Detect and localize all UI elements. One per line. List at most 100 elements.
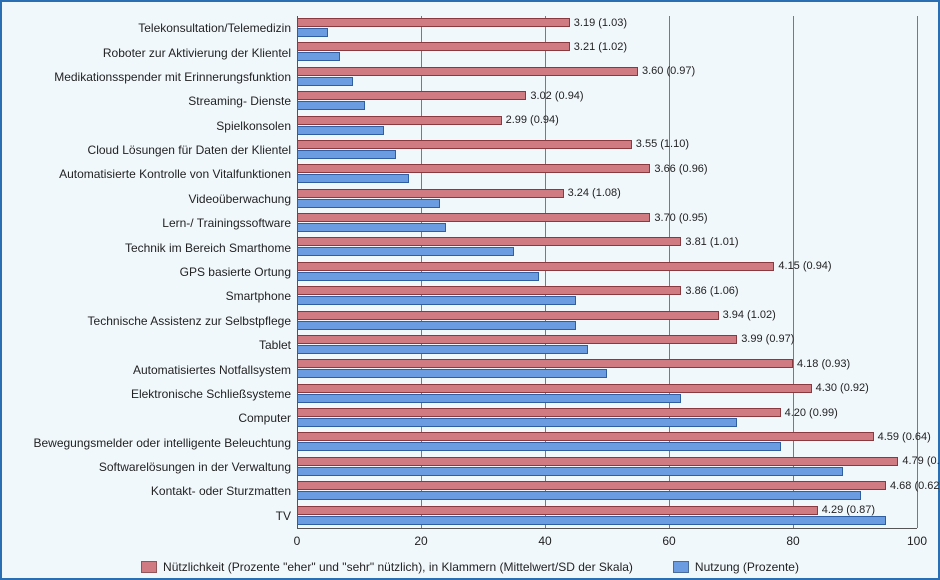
chart-row: Medikationsspender mit Erinnerungsfunkti… bbox=[297, 65, 917, 89]
chart-row: Tablet3.99 (0.97) bbox=[297, 333, 917, 357]
bar-utility bbox=[297, 408, 781, 417]
x-tick-label: 0 bbox=[294, 534, 301, 548]
bar-usage bbox=[297, 345, 588, 354]
x-tick-label: 40 bbox=[538, 534, 551, 548]
legend-label-usage: Nutzung (Prozente) bbox=[695, 560, 799, 574]
bar-usage bbox=[297, 442, 781, 451]
legend: Nützlichkeit (Prozente "eher" und "sehr"… bbox=[2, 560, 938, 574]
value-label: 3.66 (0.96) bbox=[654, 164, 707, 175]
chart-row: Technik im Bereich Smarthome3.81 (1.01) bbox=[297, 235, 917, 259]
value-label: 3.99 (0.97) bbox=[741, 334, 794, 345]
bar-usage bbox=[297, 101, 365, 110]
category-label: Roboter zur Aktivierung der Klientel bbox=[103, 47, 297, 59]
bar-utility bbox=[297, 189, 564, 198]
bar-usage bbox=[297, 418, 737, 427]
bar-usage bbox=[297, 28, 328, 37]
bar-usage bbox=[297, 321, 576, 330]
legend-swatch-usage bbox=[673, 561, 689, 573]
bar-usage bbox=[297, 199, 440, 208]
category-label: TV bbox=[276, 510, 297, 522]
category-label: Bewegungsmelder oder intelligente Beleuc… bbox=[33, 437, 297, 449]
legend-item-usage: Nutzung (Prozente) bbox=[673, 560, 799, 574]
legend-label-utility: Nützlichkeit (Prozente "eher" und "sehr"… bbox=[163, 560, 633, 574]
chart-row: Softwarelösungen in der Verwaltung4.79 (… bbox=[297, 455, 917, 479]
chart-row: Lern-/ Trainingssoftware3.70 (0.95) bbox=[297, 211, 917, 235]
value-label: 4.79 (0.53) bbox=[902, 456, 940, 467]
bar-utility bbox=[297, 506, 818, 515]
chart-row: GPS basierte Ortung4.15 (0.94) bbox=[297, 260, 917, 284]
bar-utility bbox=[297, 67, 638, 76]
bar-utility bbox=[297, 18, 570, 27]
category-label: Kontakt- oder Sturzmatten bbox=[151, 485, 297, 497]
chart-row: Smartphone3.86 (1.06) bbox=[297, 284, 917, 308]
chart-row: Computer4.20 (0.99) bbox=[297, 406, 917, 430]
category-label: Spielkonsolen bbox=[216, 120, 297, 132]
bar-usage bbox=[297, 516, 886, 525]
chart-row: Videoüberwachung3.24 (1.08) bbox=[297, 187, 917, 211]
value-label: 4.29 (0.87) bbox=[822, 505, 875, 516]
bar-usage bbox=[297, 272, 539, 281]
value-label: 4.20 (0.99) bbox=[785, 408, 838, 419]
chart-row: Streaming- Dienste3.02 (0.94) bbox=[297, 89, 917, 113]
chart-row: Spielkonsolen2.99 (0.94) bbox=[297, 114, 917, 138]
bar-usage bbox=[297, 223, 446, 232]
bar-utility bbox=[297, 311, 719, 320]
bar-utility bbox=[297, 457, 898, 466]
category-label: Softwarelösungen in der Verwaltung bbox=[99, 461, 297, 473]
value-label: 4.18 (0.93) bbox=[797, 359, 850, 370]
category-label: Technik im Bereich Smarthome bbox=[125, 242, 297, 254]
value-label: 3.60 (0.97) bbox=[642, 66, 695, 77]
chart-row: Bewegungsmelder oder intelligente Beleuc… bbox=[297, 430, 917, 454]
category-label: Medikationsspender mit Erinnerungsfunkti… bbox=[54, 71, 297, 83]
category-label: Technische Assistenz zur Selbstpflege bbox=[88, 315, 297, 327]
value-label: 3.24 (1.08) bbox=[568, 188, 621, 199]
category-label: Lern-/ Trainingssoftware bbox=[162, 217, 297, 229]
value-label: 3.70 (0.95) bbox=[654, 213, 707, 224]
category-label: Automatisierte Kontrolle von Vitalfunkti… bbox=[59, 168, 297, 180]
legend-swatch-utility bbox=[141, 561, 157, 573]
value-label: 3.86 (1.06) bbox=[685, 286, 738, 297]
category-label: Streaming- Dienste bbox=[188, 95, 297, 107]
value-label: 4.59 (0.64) bbox=[878, 432, 931, 443]
x-tick-label: 60 bbox=[662, 534, 675, 548]
bar-usage bbox=[297, 77, 353, 86]
bar-utility bbox=[297, 91, 526, 100]
bar-utility bbox=[297, 116, 502, 125]
bar-utility bbox=[297, 286, 681, 295]
chart-row: Cloud Lösungen für Daten der Klientel3.5… bbox=[297, 138, 917, 162]
value-label: 4.68 (0.62) bbox=[890, 481, 940, 492]
chart-row: TV4.29 (0.87) bbox=[297, 504, 917, 528]
bar-usage bbox=[297, 394, 681, 403]
bar-usage bbox=[297, 296, 576, 305]
chart-row: Technische Assistenz zur Selbstpflege3.9… bbox=[297, 309, 917, 333]
chart-container: 020406080100Telekonsultation/Telemedizin… bbox=[0, 0, 940, 580]
category-label: Computer bbox=[238, 412, 297, 424]
bar-utility bbox=[297, 384, 812, 393]
bar-utility bbox=[297, 42, 570, 51]
chart-row: Kontakt- oder Sturzmatten4.68 (0.62) bbox=[297, 479, 917, 503]
grid-line bbox=[917, 16, 918, 528]
bar-usage bbox=[297, 150, 396, 159]
chart-row: Automatisiertes Notfallsystem4.18 (0.93) bbox=[297, 357, 917, 381]
value-label: 3.19 (1.03) bbox=[574, 18, 627, 29]
bar-usage bbox=[297, 491, 861, 500]
legend-item-utility: Nützlichkeit (Prozente "eher" und "sehr"… bbox=[141, 560, 633, 574]
bar-usage bbox=[297, 52, 340, 61]
bar-utility bbox=[297, 359, 793, 368]
chart-row: Elektronische Schließsysteme4.30 (0.92) bbox=[297, 382, 917, 406]
bar-utility bbox=[297, 140, 632, 149]
chart-row: Telekonsultation/Telemedizin3.19 (1.03) bbox=[297, 16, 917, 40]
plot-area: 020406080100Telekonsultation/Telemedizin… bbox=[297, 16, 917, 528]
bar-utility bbox=[297, 481, 886, 490]
bar-utility bbox=[297, 164, 650, 173]
category-label: Telekonsultation/Telemedizin bbox=[138, 22, 297, 34]
x-tick-label: 20 bbox=[414, 534, 427, 548]
bar-usage bbox=[297, 126, 384, 135]
value-label: 3.94 (1.02) bbox=[723, 310, 776, 321]
bar-usage bbox=[297, 174, 409, 183]
value-label: 4.15 (0.94) bbox=[778, 261, 831, 272]
bar-utility bbox=[297, 213, 650, 222]
category-label: Smartphone bbox=[226, 290, 297, 302]
bar-utility bbox=[297, 237, 681, 246]
category-label: Automatisiertes Notfallsystem bbox=[133, 364, 297, 376]
